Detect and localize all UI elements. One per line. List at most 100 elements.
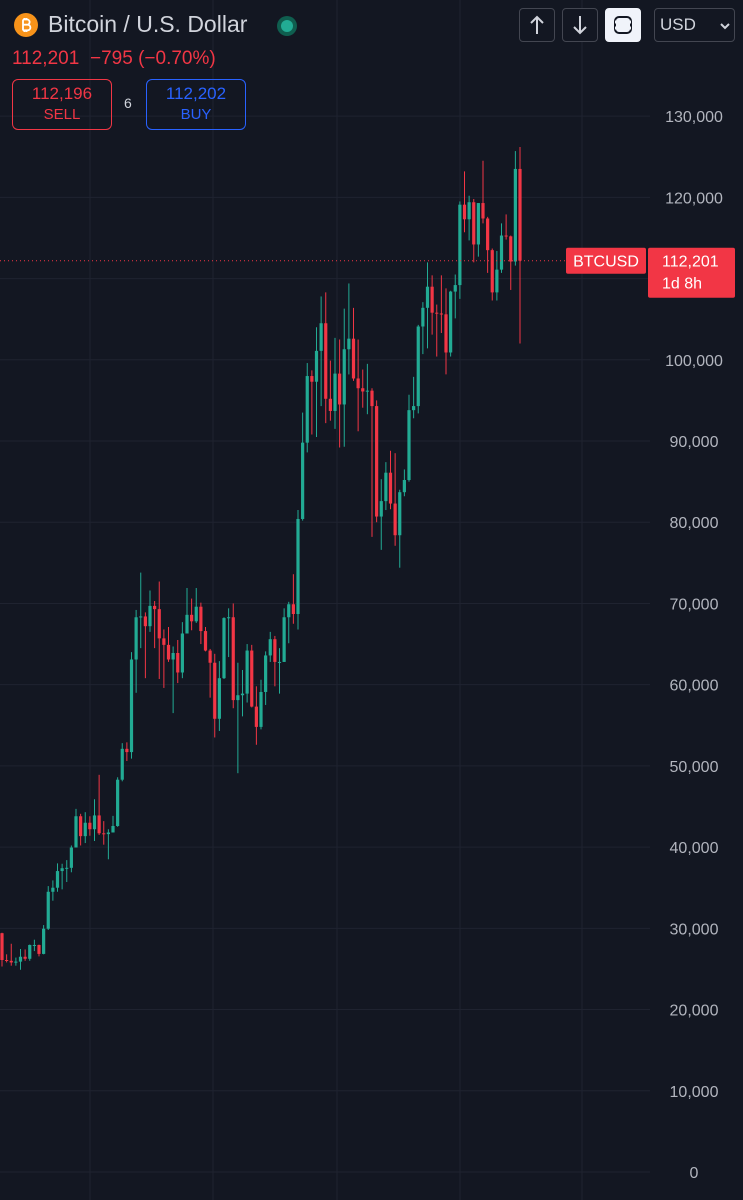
candle-body	[185, 614, 189, 634]
y-tick-label: 30,000	[670, 921, 719, 938]
candle-body	[264, 655, 268, 692]
candle-body	[393, 503, 397, 536]
candle-body	[23, 956, 27, 959]
candle-body	[5, 960, 9, 961]
candle-body	[153, 605, 157, 610]
candle-body	[222, 618, 226, 679]
candle-body	[18, 956, 23, 962]
y-tick-label: 130,000	[665, 109, 723, 126]
candle-body	[384, 472, 388, 502]
candle-body	[83, 822, 87, 837]
candle-body	[180, 633, 184, 673]
candle-body	[102, 833, 106, 835]
arrow-down-button[interactable]	[562, 8, 598, 42]
candle-body	[139, 616, 143, 618]
candle-body	[365, 390, 369, 392]
candle-body	[296, 518, 300, 615]
candle-body	[92, 815, 97, 830]
symbol-tag-label: BTCUSD	[573, 254, 639, 271]
candle-body	[116, 779, 120, 826]
sell-label: SELL	[43, 106, 81, 123]
last-price: 112,201	[12, 48, 80, 69]
candle-body	[495, 269, 499, 293]
y-tick-label: 90,000	[670, 434, 719, 451]
candle-body	[328, 398, 332, 411]
candle-body	[439, 313, 443, 315]
sell-price: 112,196	[31, 84, 93, 103]
candle-body	[476, 203, 480, 245]
candle-body	[486, 218, 490, 251]
countdown-label: 1d 8h	[662, 276, 702, 293]
currency-select[interactable]: USD	[654, 8, 735, 42]
candle-body	[28, 944, 32, 959]
candle-body	[379, 501, 383, 517]
arrow-up-button[interactable]	[519, 8, 555, 42]
candle-body	[0, 933, 4, 960]
candle-body	[301, 442, 305, 519]
candle-body	[37, 944, 41, 954]
symbol-title: Bitcoin / U.S. Dollar	[48, 11, 248, 37]
candle-body	[467, 202, 471, 220]
fullscreen-button[interactable]	[605, 8, 641, 42]
candle-body	[370, 390, 374, 407]
candle-body	[518, 168, 522, 261]
candle-body	[291, 604, 295, 615]
candle-body	[398, 492, 402, 536]
candle-body	[361, 388, 365, 392]
candle-body	[310, 376, 314, 382]
candle-body	[412, 406, 416, 411]
candle-body	[388, 472, 393, 504]
candle-body	[499, 235, 504, 270]
candle-body	[162, 638, 166, 645]
candle-body	[287, 604, 291, 618]
candle-body	[97, 815, 101, 834]
candle-body	[217, 678, 221, 719]
candle-body	[513, 168, 517, 262]
candle-body	[449, 291, 453, 353]
candle-body	[134, 617, 138, 660]
candle-body	[190, 614, 194, 622]
candle-body	[245, 650, 249, 694]
candle-body	[143, 616, 147, 627]
candle-body	[14, 961, 18, 963]
candle-body	[435, 312, 439, 314]
candle-body	[176, 652, 180, 673]
candle-body	[236, 695, 240, 701]
y-tick-label: 0	[690, 1165, 699, 1182]
candle-body	[430, 286, 434, 313]
candle-body	[282, 617, 286, 662]
candle-body	[268, 639, 272, 656]
y-tick-label: 50,000	[670, 759, 719, 776]
candle-body	[273, 639, 277, 662]
buy-button[interactable]: 112,202 BUY	[146, 79, 246, 130]
candle-body	[120, 748, 124, 780]
candle-body	[88, 822, 92, 830]
arrow-up-icon	[530, 15, 544, 34]
candle-body	[171, 652, 175, 660]
y-tick-label: 10,000	[670, 1084, 719, 1101]
candle-body	[324, 323, 328, 399]
candle-body	[444, 314, 448, 353]
candle-body	[106, 832, 110, 835]
candle-body	[351, 338, 356, 379]
candle-body	[199, 606, 203, 632]
candle-body	[79, 816, 83, 837]
price-change: −795 (−0.70%)	[90, 48, 216, 69]
candle-body	[347, 338, 351, 350]
y-tick-label: 40,000	[670, 840, 719, 857]
market-open-dot	[277, 16, 297, 36]
buy-label: BUY	[180, 106, 212, 123]
candle-body	[314, 350, 319, 382]
candle-body	[319, 323, 323, 351]
candle-body	[111, 825, 115, 833]
y-tick-label: 120,000	[665, 190, 723, 207]
currency-label: USD	[660, 15, 696, 34]
y-tick-label: 20,000	[670, 1003, 719, 1020]
candle-body	[51, 887, 55, 892]
candle-body	[504, 235, 508, 237]
candle-body	[490, 250, 494, 293]
candle-body	[42, 928, 46, 954]
sell-button[interactable]: 112,196 SELL	[12, 79, 112, 130]
candle-body	[203, 631, 208, 651]
